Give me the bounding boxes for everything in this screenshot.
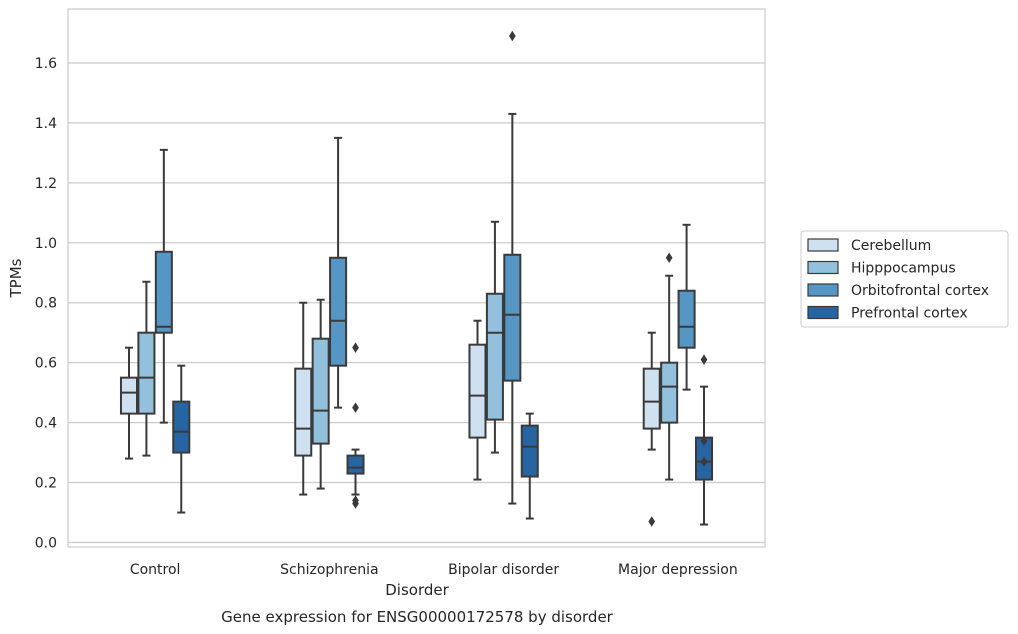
box-body <box>503 253 522 382</box>
legend-label: Hipppocampus <box>851 261 956 277</box>
legend-swatch <box>807 305 839 320</box>
legend: Cerebellum Hipppocampus Orbitofrontal cort… <box>800 230 1009 328</box>
y-axis-label: TPMs <box>7 258 25 298</box>
box <box>137 280 156 457</box>
box <box>520 412 539 520</box>
series-prefrontal-cortex <box>172 342 714 526</box>
series-cerebellum <box>119 301 661 527</box>
legend-swatch <box>807 260 839 275</box>
box-body <box>520 424 539 478</box>
x-tick-label: Control <box>130 562 181 578</box>
outlier-point <box>352 402 359 413</box>
y-tick-label: 1.2 <box>35 176 57 192</box>
legend-label: Prefrontal cortex <box>851 306 968 322</box>
box <box>503 30 522 505</box>
box-body <box>329 256 348 367</box>
chart-caption: Gene expression for ENSG00000172578 by d… <box>221 608 614 626</box>
legend-swatch <box>807 238 839 252</box>
outlier-point <box>665 252 673 264</box>
outlier-point <box>700 456 708 467</box>
x-tick-label: Bipolar disorder <box>448 562 559 578</box>
y-tick-label: 0.6 <box>35 356 57 372</box>
y-tick-label: 0.4 <box>35 416 57 432</box>
series-hipppocampus <box>137 220 679 490</box>
box-body <box>485 292 504 421</box>
grid-lines <box>68 62 765 544</box>
legend-swatch <box>807 283 839 297</box>
box-body <box>346 454 365 475</box>
box-body <box>660 361 679 424</box>
box-body <box>119 376 139 415</box>
box <box>294 301 313 496</box>
box-body <box>677 289 696 349</box>
legend-label: Cerebellum <box>851 238 931 254</box>
box-body <box>468 343 487 439</box>
x-tick-label: Schizophrenia <box>280 562 378 578</box>
box-body <box>311 337 330 445</box>
box <box>329 136 348 409</box>
outlier-point <box>700 435 708 446</box>
box <box>677 223 696 391</box>
y-tick-label: 1.0 <box>35 236 57 252</box>
x-axis-ticks: Control Schizophrenia Bipolar disorder Majo… <box>130 562 738 578</box>
legend-frame <box>800 230 1009 328</box>
y-tick-label: 0.0 <box>35 536 57 552</box>
outlier-point <box>648 516 656 527</box>
box <box>172 364 191 514</box>
box <box>468 319 487 481</box>
plot-area <box>67 8 766 548</box>
box-series <box>119 30 714 527</box>
box <box>694 354 714 526</box>
outlier-point <box>700 354 708 365</box>
x-tick-label: Major depression <box>618 562 738 578</box>
box <box>119 346 139 460</box>
y-tick-label: 1.6 <box>35 56 57 72</box>
outlier-point <box>352 342 359 353</box>
box-body <box>137 331 156 415</box>
box <box>154 148 173 424</box>
box <box>642 331 661 527</box>
y-tick-label: 0.8 <box>35 296 57 312</box>
series-orbitofrontal-cortex <box>154 30 696 505</box>
box <box>660 252 679 481</box>
y-tick-label: 1.4 <box>35 116 57 132</box>
box <box>485 220 504 454</box>
box-body <box>642 367 661 430</box>
legend-label: Orbitofrontal cortex <box>851 283 989 299</box>
box-body <box>172 400 191 454</box>
box <box>346 342 365 509</box>
outlier-point <box>508 30 516 42</box>
y-axis-ticks: 0.0 0.2 0.4 0.6 0.8 1.0 1.2 1.4 1.6 <box>35 56 57 552</box>
box <box>311 298 330 490</box>
outlier-point <box>352 498 359 509</box>
box-body <box>154 250 173 334</box>
box-body <box>294 367 313 457</box>
y-tick-label: 0.2 <box>35 476 57 492</box>
x-axis-label: Disorder <box>385 581 449 599</box>
